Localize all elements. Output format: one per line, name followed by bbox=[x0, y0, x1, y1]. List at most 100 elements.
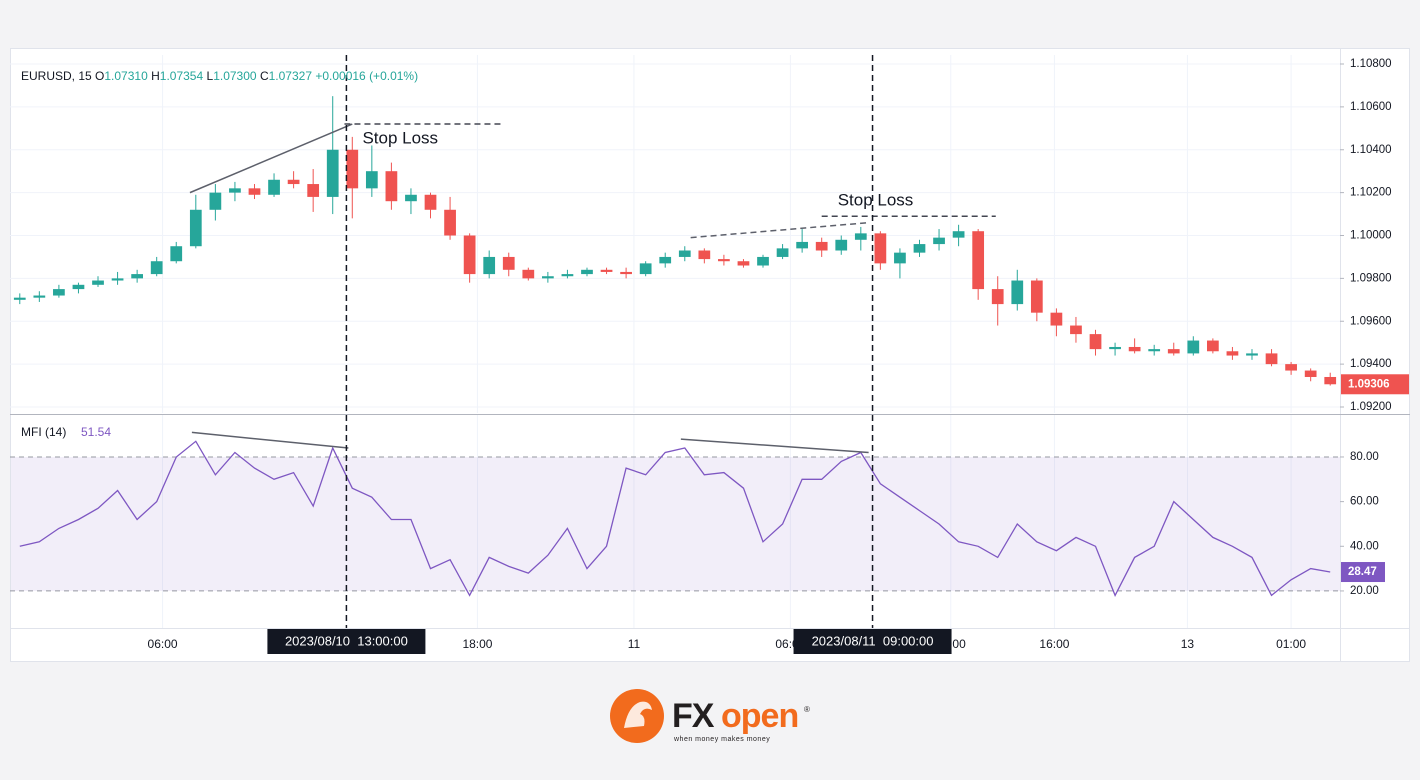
candle-body bbox=[561, 274, 574, 277]
ohlc-value: 1.07327 bbox=[269, 69, 313, 83]
candle-body bbox=[1207, 340, 1219, 352]
candle-body bbox=[424, 194, 437, 210]
last-value-label: 28.47 bbox=[1348, 566, 1377, 578]
candle-body bbox=[1265, 353, 1278, 365]
candle-body bbox=[952, 231, 965, 238]
candle-body bbox=[757, 256, 769, 266]
trendline bbox=[189, 123, 353, 194]
candle-body bbox=[248, 188, 261, 195]
x-tick-label: 06:00 bbox=[148, 637, 178, 651]
x-tick-label: 18:00 bbox=[462, 637, 492, 651]
y-tick-label: 80.00 bbox=[1350, 451, 1379, 463]
y-tick-label: 1.09800 bbox=[1350, 272, 1392, 284]
legend: EURUSD, 15 O1.07310 H1.07354 L1.07300 C1… bbox=[21, 69, 418, 83]
candle-body bbox=[718, 259, 730, 262]
trendline bbox=[191, 431, 349, 449]
candle-body bbox=[581, 269, 593, 275]
logo-fx: FX bbox=[672, 697, 715, 735]
y-tick-label: 1.10400 bbox=[1350, 144, 1392, 156]
candle-body bbox=[972, 231, 985, 290]
candle-body bbox=[620, 271, 632, 275]
candle-body bbox=[854, 233, 867, 240]
candle-body bbox=[287, 179, 300, 185]
candle-body bbox=[365, 171, 378, 189]
candle-body bbox=[444, 209, 456, 236]
symbol: EURUSD, 15 bbox=[21, 69, 92, 83]
candle-body bbox=[92, 280, 104, 285]
candle-body bbox=[1187, 340, 1200, 354]
chart-panel bbox=[10, 48, 1410, 662]
candle-body bbox=[1324, 376, 1337, 385]
candle-body bbox=[346, 149, 359, 189]
candle-body bbox=[1304, 370, 1317, 377]
y-tick-label: 1.10800 bbox=[1350, 58, 1392, 70]
ohlc-key: H bbox=[151, 69, 160, 83]
candle-body bbox=[1148, 349, 1161, 352]
candle-body bbox=[229, 188, 241, 193]
candle-body bbox=[170, 246, 183, 262]
logo-glyph bbox=[624, 701, 652, 728]
candle-body bbox=[502, 256, 515, 270]
candle-body bbox=[835, 239, 848, 251]
y-tick-label: 40.00 bbox=[1350, 540, 1379, 552]
candle-body bbox=[1246, 353, 1258, 356]
mfi-current: 51.54 bbox=[81, 425, 111, 439]
marker-label-box bbox=[267, 629, 426, 654]
candle-body bbox=[209, 192, 222, 210]
candle-body bbox=[1285, 364, 1297, 371]
marker-label-box bbox=[793, 629, 952, 654]
candle-body bbox=[796, 241, 808, 249]
y-tick-label: 1.09600 bbox=[1350, 315, 1392, 327]
mfi-band bbox=[11, 456, 1340, 591]
candle-body bbox=[150, 261, 163, 275]
candle-body bbox=[1109, 346, 1121, 350]
candle-body bbox=[1167, 349, 1180, 354]
candle-body bbox=[991, 289, 1004, 305]
candle-body bbox=[1050, 312, 1063, 326]
x-tick-label: 11 bbox=[628, 637, 641, 651]
ohlc-value: 1.07310 bbox=[104, 69, 148, 83]
candle-body bbox=[385, 171, 398, 202]
x-tick-label: 01:00 bbox=[1276, 637, 1306, 651]
candle-body bbox=[776, 248, 789, 257]
candle-body bbox=[1128, 346, 1141, 352]
candle-body bbox=[1030, 280, 1043, 313]
candle-body bbox=[874, 233, 887, 264]
y-tick-label: 20.00 bbox=[1350, 585, 1379, 597]
change: +0.00016 (+0.01%) bbox=[315, 69, 418, 83]
candle-body bbox=[307, 184, 320, 197]
stop-loss-label: Stop Loss bbox=[362, 129, 438, 148]
marker-label: 2023/08/10 13:00:00 bbox=[285, 633, 408, 648]
logo: FX open ® when money makes money bbox=[610, 689, 810, 743]
last-value-box bbox=[1341, 562, 1385, 583]
mfi-line bbox=[19, 440, 1331, 597]
candle-body bbox=[483, 256, 496, 275]
candle-body bbox=[1089, 334, 1102, 350]
stop-loss-label: Stop Loss bbox=[838, 191, 914, 210]
candle-body bbox=[698, 250, 711, 260]
candle-body bbox=[1226, 351, 1239, 356]
candle-body bbox=[600, 269, 613, 272]
last-price-box bbox=[1341, 374, 1409, 395]
candle-body bbox=[894, 252, 906, 264]
candle-body bbox=[111, 278, 124, 281]
candle-body bbox=[268, 179, 280, 195]
ohlc-value: 1.07354 bbox=[160, 69, 204, 83]
candle-body bbox=[33, 295, 46, 298]
y-tick-label: 1.09200 bbox=[1350, 401, 1392, 413]
mfi-title: MFI (14) bbox=[21, 425, 66, 439]
last-price-label: 1.09306 bbox=[1348, 378, 1390, 390]
x-tick-label: 16:00 bbox=[1039, 637, 1069, 651]
candle-body bbox=[131, 274, 143, 279]
candle-body bbox=[933, 237, 945, 245]
logo-open: open bbox=[721, 697, 798, 735]
ohlc-key: O bbox=[95, 69, 104, 83]
trendline bbox=[680, 438, 869, 454]
y-tick-label: 1.10600 bbox=[1350, 101, 1392, 113]
candle-body bbox=[678, 250, 691, 257]
candle-body bbox=[1011, 280, 1024, 305]
candle-body bbox=[189, 209, 202, 247]
ohlc-key: L bbox=[207, 69, 214, 83]
